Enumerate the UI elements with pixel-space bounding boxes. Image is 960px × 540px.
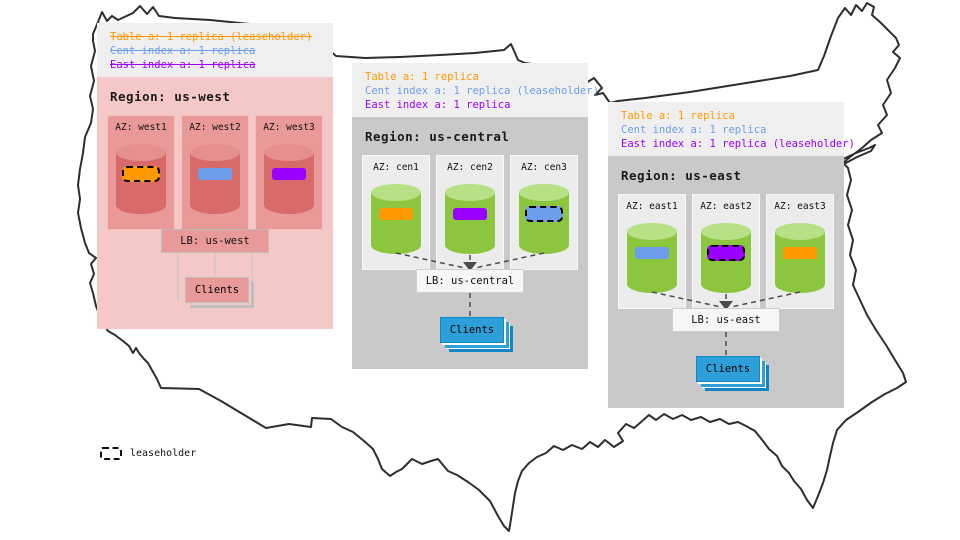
annotation-table-a: Table a: 1 replica	[621, 110, 735, 122]
region-box: Region: us-east AZ: east1 AZ: east2	[608, 156, 844, 408]
cylinder-body	[519, 192, 569, 254]
cylinder-top	[371, 184, 421, 201]
az-box-east2: AZ: east2	[692, 194, 760, 309]
az-box-cen3: AZ: cen3	[510, 155, 578, 270]
replica-bar	[525, 206, 563, 222]
replica-bar	[453, 208, 487, 220]
cylinder-body	[264, 152, 314, 214]
annotation-table-a: Table a: 1 replica (leaseholder)	[110, 31, 313, 43]
region-title: Region: us-east	[621, 168, 742, 183]
az-label: AZ: east3	[774, 201, 826, 212]
load-balancer-box: LB: us-east	[672, 308, 780, 332]
cylinder-body	[190, 152, 240, 214]
az-label: AZ: cen3	[521, 162, 567, 173]
replica-bar	[707, 245, 745, 261]
region-title: Region: us-west	[110, 89, 231, 104]
annotation-cent-index: Cent index a: 1 replica	[621, 124, 767, 136]
replica-bar	[122, 166, 160, 182]
annotation-cent-index: Cent index a: 1 replica (leaseholder)	[365, 85, 599, 97]
load-balancer-box: LB: us-west	[161, 229, 269, 253]
cylinder-top	[116, 144, 166, 161]
replica-annotation-box: Table a: 1 replica Cent index a: 1 repli…	[352, 63, 599, 117]
database-cylinder-icon	[701, 223, 751, 293]
replica-bar	[379, 208, 413, 220]
region-us-east: Table a: 1 replica Cent index a: 1 repli…	[608, 102, 855, 408]
annotation-east-index: East index a: 1 replica	[365, 99, 511, 111]
database-cylinder-icon	[775, 223, 825, 293]
database-cylinder-icon	[371, 184, 421, 254]
replica-bar	[635, 247, 669, 259]
database-cylinder-icon	[519, 184, 569, 254]
cylinder-top	[264, 144, 314, 161]
clients-box: Clients	[185, 277, 249, 303]
cylinder-body	[116, 152, 166, 214]
cylinder-top	[445, 184, 495, 201]
database-cylinder-icon	[627, 223, 677, 293]
az-box-cen1: AZ: cen1	[362, 155, 430, 270]
load-balancer-box: LB: us-central	[416, 269, 524, 293]
database-cylinder-icon	[445, 184, 495, 254]
clients-box: Clients	[696, 356, 760, 382]
az-box-cen2: AZ: cen2	[436, 155, 504, 270]
az-label: AZ: west2	[189, 122, 241, 133]
cylinder-body	[775, 231, 825, 293]
az-label: AZ: west1	[115, 122, 167, 133]
legend-label: leaseholder	[130, 448, 197, 459]
region-box: Region: us-central AZ: cen1 AZ: cen2	[352, 117, 588, 369]
annotation-cent-index: Cent index a: 1 replica	[110, 45, 256, 57]
cylinder-top	[775, 223, 825, 240]
cylinder-body	[701, 231, 751, 293]
az-label: AZ: west3	[263, 122, 315, 133]
annotation-east-index: East index a: 1 replica	[110, 59, 256, 71]
database-cylinder-icon	[116, 144, 166, 214]
region-box: Region: us-west AZ: west1 AZ: west2	[97, 77, 333, 329]
cylinder-top	[701, 223, 751, 240]
az-row: AZ: west1 AZ: west2 AZ	[107, 115, 323, 230]
az-box-east1: AZ: east1	[618, 194, 686, 309]
az-label: AZ: east2	[700, 201, 752, 212]
region-title: Region: us-central	[365, 129, 510, 144]
leaseholder-swatch-icon	[100, 447, 122, 460]
database-cylinder-icon	[190, 144, 240, 214]
az-box-west2: AZ: west2	[181, 115, 249, 230]
cylinder-top	[627, 223, 677, 240]
database-cylinder-icon	[264, 144, 314, 214]
region-us-central: Table a: 1 replica Cent index a: 1 repli…	[352, 63, 599, 369]
az-label: AZ: cen2	[447, 162, 493, 173]
az-row: AZ: east1 AZ: east2 AZ	[618, 194, 834, 309]
legend: leaseholder	[100, 447, 196, 460]
replica-bar	[198, 168, 232, 180]
replica-annotation-box: Table a: 1 replica (leaseholder) Cent in…	[97, 23, 333, 77]
az-box-west1: AZ: west1	[107, 115, 175, 230]
az-label: AZ: east1	[626, 201, 678, 212]
cylinder-top	[190, 144, 240, 161]
replica-bar	[272, 168, 306, 180]
annotation-table-a: Table a: 1 replica	[365, 71, 479, 83]
replica-annotation-box: Table a: 1 replica Cent index a: 1 repli…	[608, 102, 855, 156]
cylinder-body	[445, 192, 495, 254]
annotation-east-index: East index a: 1 replica (leaseholder)	[621, 138, 855, 150]
az-box-west3: AZ: west3	[255, 115, 323, 230]
az-box-east3: AZ: east3	[766, 194, 834, 309]
az-label: AZ: cen1	[373, 162, 419, 173]
clients-box: Clients	[440, 317, 504, 343]
region-us-west: Table a: 1 replica (leaseholder) Cent in…	[97, 23, 333, 329]
az-row: AZ: cen1 AZ: cen2 AZ:	[362, 155, 578, 270]
cylinder-top	[519, 184, 569, 201]
replica-bar	[783, 247, 817, 259]
cylinder-body	[627, 231, 677, 293]
cylinder-body	[371, 192, 421, 254]
